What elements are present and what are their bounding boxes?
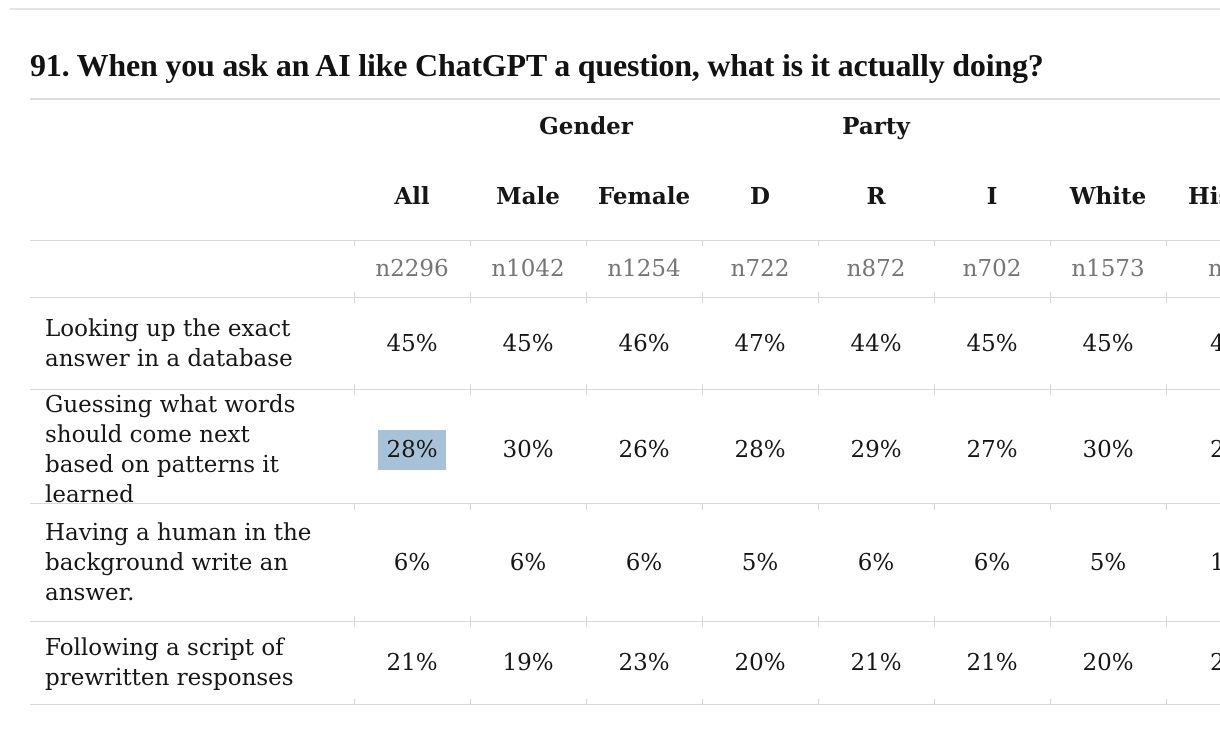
sample-size-i: n702 [934,241,1050,297]
column-header-r: R [866,182,886,210]
table-row: Following a script of prewritten respons… [30,622,1220,705]
value-cell: 5% [702,504,818,621]
sample-size-d: n722 [702,241,818,297]
value-cell: 26% [586,390,702,510]
value-cell: 6% [354,504,470,621]
value-cell: 45% [470,298,586,389]
row-label: Having a human in the background write a… [45,519,312,606]
sample-size-male: n1042 [470,241,586,297]
sample-size-spacer [30,241,354,297]
column-header-female: Female [597,182,691,210]
value-cell-clipped: 2 [1166,622,1220,704]
value-cell: 6% [586,504,702,621]
value-cell-clipped: 1 [1166,504,1220,621]
value-cell: 20% [702,622,818,704]
value-cell: 45% [934,298,1050,389]
row-label: Following a script of prewritten respons… [45,635,294,691]
value-cell: 45% [1050,298,1166,389]
column-header-male: Male [496,182,560,210]
highlighted-value: 28% [378,430,446,470]
value-cell: 47% [702,298,818,389]
row-label: Guessing what words should come next bas… [45,392,296,508]
value-cell: 20% [1050,622,1166,704]
table-row: Looking up the exact answer in a databas… [30,298,1220,390]
column-header-d: D [750,182,770,210]
column-header-row: All Male Female D R I White His [30,152,1220,240]
sample-size-r: n872 [818,241,934,297]
value-cell: 19% [470,622,586,704]
group-header-row: Gender Party [30,100,1220,152]
group-header-party: Party [842,112,910,140]
column-header-all: All [394,182,430,210]
value-cell: 5% [1050,504,1166,621]
value-cell-clipped: 2 [1166,390,1220,510]
sample-size-female: n1254 [586,241,702,297]
value-cell: 21% [934,622,1050,704]
sample-size-row: n2296 n1042 n1254 n722 n872 n702 n1573 n [30,240,1220,298]
table-row: Having a human in the background write a… [30,504,1220,622]
group-spacer [1050,100,1220,152]
value-cell: 6% [934,504,1050,621]
value-cell: 28% [702,390,818,510]
group-spacer [354,100,470,152]
column-header-spacer [30,152,354,240]
column-header-i: I [986,182,998,210]
value-cell: 28% [354,390,470,510]
table-row: Guessing what words should come next bas… [30,390,1220,510]
value-cell: 21% [818,622,934,704]
sample-size-all: n2296 [354,241,470,297]
value-cell: 46% [586,298,702,389]
sample-size-hispanic-clipped: n [1166,241,1220,297]
row-label: Looking up the exact answer in a databas… [45,315,293,372]
column-header-hispanic-clipped: His [1188,182,1220,210]
value-cell: 29% [818,390,934,510]
value-cell: 6% [818,504,934,621]
sample-size-white: n1573 [1050,241,1166,297]
value-cell: 30% [1050,390,1166,510]
value-cell: 44% [818,298,934,389]
value-cell: 21% [354,622,470,704]
group-spacer [30,100,354,152]
group-header-gender: Gender [539,112,633,140]
value-cell: 6% [470,504,586,621]
value-cell: 23% [586,622,702,704]
value-cell: 45% [354,298,470,389]
column-header-white: White [1069,182,1147,210]
top-divider [10,8,1220,10]
value-cell: 30% [470,390,586,510]
value-cell: 27% [934,390,1050,510]
crosstab-table: Gender Party All Male Female D R I White… [30,98,1220,705]
value-cell-clipped: 4 [1166,298,1220,389]
question-title: 91. When you ask an AI like ChatGPT a qu… [30,47,1044,83]
